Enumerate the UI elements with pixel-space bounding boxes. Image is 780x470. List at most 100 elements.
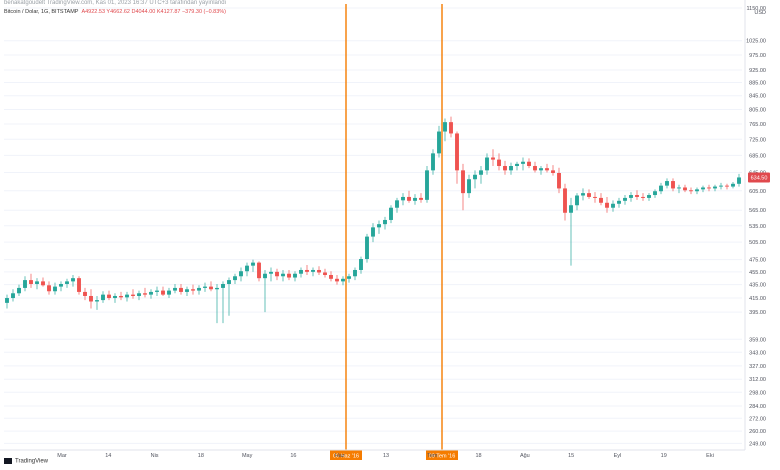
candle-body (737, 177, 741, 184)
candle-body (491, 157, 495, 160)
candle-body (671, 181, 675, 189)
candle-body (287, 273, 291, 278)
tradingview-logo[interactable]: TradingView (4, 458, 48, 465)
candle-body (161, 290, 165, 295)
time-tick-label: 18 (476, 453, 482, 459)
candle-body (449, 122, 453, 134)
candle-body (209, 286, 213, 290)
time-tick-label: 13 (383, 453, 389, 459)
candle-body (221, 283, 225, 288)
candle-body (317, 269, 321, 273)
time-tick-label: May (242, 453, 253, 459)
candle-body (29, 280, 33, 284)
current-price-label: 634.50 (751, 175, 768, 181)
candle-body (623, 197, 627, 201)
candle-body (371, 227, 375, 237)
time-tick-label: Ağu (520, 453, 530, 459)
price-tick-label: 327.00 (749, 364, 766, 370)
date-marker-label-bg (426, 450, 458, 460)
candle-body (407, 196, 411, 201)
price-tick-label: 312.00 (749, 377, 766, 383)
time-tick-label: Eyl (614, 453, 622, 459)
time-tick-label: Mar (57, 453, 67, 459)
candle-body (107, 294, 111, 299)
candle-body (437, 131, 441, 154)
candle-body (419, 197, 423, 200)
price-tick-label: 298.00 (749, 390, 766, 396)
candle-body (581, 193, 585, 196)
candle-body (413, 197, 417, 201)
candle-body (695, 189, 699, 192)
price-tick-label: 975.00 (749, 53, 766, 59)
price-tick-label: 685.00 (749, 153, 766, 159)
candle-body (53, 286, 57, 292)
candle-body (707, 187, 711, 189)
candle-body (131, 294, 135, 296)
candle-body (5, 298, 9, 303)
candle-body (677, 187, 681, 189)
candle-body (599, 197, 603, 203)
candle-body (365, 236, 369, 260)
candle-body (17, 287, 21, 294)
candle-body (233, 276, 237, 281)
candle-body (497, 159, 501, 167)
currency-label: USD (754, 10, 766, 16)
price-tick-label: 455.00 (749, 270, 766, 276)
date-markers: 06 Haz '16 09 Tem '16 (330, 4, 458, 460)
candle-body (377, 224, 381, 228)
candle-body (185, 289, 189, 292)
candle-body (113, 295, 117, 299)
candle-body (179, 287, 183, 292)
candle-body (257, 262, 261, 279)
candle-body (479, 170, 483, 175)
price-tick-label: 475.00 (749, 258, 766, 264)
candle-body (521, 161, 525, 164)
current-price-badge (748, 172, 770, 183)
candle-body (77, 278, 81, 292)
candle-body (653, 191, 657, 196)
candle-body (665, 181, 669, 186)
candle-body (629, 195, 633, 198)
candle-body (611, 203, 615, 208)
time-tick-label: 19 (661, 453, 667, 459)
candle-body (635, 195, 639, 197)
candle-body (725, 185, 729, 187)
candle-body (155, 290, 159, 292)
price-tick-label: 845.00 (749, 94, 766, 100)
candle-body (545, 168, 549, 171)
candle-body (683, 187, 687, 191)
candle-body (359, 259, 363, 270)
candle-body (557, 172, 561, 189)
candle-body (305, 269, 309, 272)
price-tick-label: 395.00 (749, 310, 766, 316)
tradingview-label: TradingView (15, 458, 49, 465)
candle-body (83, 291, 87, 296)
candle-body (293, 273, 297, 278)
candle-body (47, 285, 51, 292)
candle-body (35, 281, 39, 284)
candle-body (65, 281, 69, 284)
candle-body (23, 280, 27, 288)
candle-body (713, 186, 717, 189)
time-tick-label: 18 (198, 453, 204, 459)
candle-body (551, 170, 555, 173)
time-tick-label: 14 (105, 453, 111, 459)
candle-body (401, 196, 405, 201)
price-tick-label: 725.00 (749, 137, 766, 143)
candle-body (431, 153, 435, 171)
candle-body (383, 219, 387, 225)
price-tick-label: 885.00 (749, 81, 766, 87)
candle-body (59, 283, 63, 287)
price-tick-label: 284.00 (749, 404, 766, 410)
candle-body (389, 207, 393, 220)
candle-body (731, 183, 735, 187)
candle-body (173, 287, 177, 291)
candle-body (533, 166, 537, 171)
date-marker-label-bg (330, 450, 362, 460)
candle-body (215, 287, 219, 290)
candle-body (701, 187, 705, 190)
candle-body (311, 269, 315, 272)
date-marker-label: 06 Haz '16 (333, 454, 359, 460)
candle-body (467, 179, 471, 194)
